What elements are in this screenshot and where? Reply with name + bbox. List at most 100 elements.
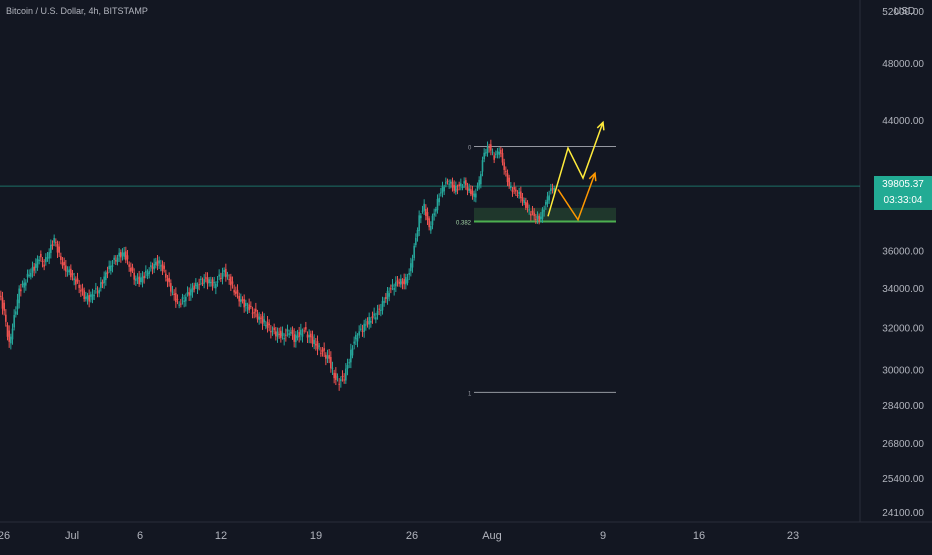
currency-label[interactable]: USD [894, 6, 916, 17]
candle-body [66, 270, 69, 272]
candle-body [483, 152, 485, 160]
candle-body [1, 297, 4, 309]
candle-body [156, 260, 159, 267]
candle-body [33, 266, 35, 271]
candle-body [261, 316, 264, 324]
candle-body [431, 215, 434, 226]
candle-body [233, 290, 235, 293]
candle-body [273, 327, 275, 331]
candle-body [28, 274, 30, 276]
candle-body [376, 310, 379, 316]
candle-body [356, 338, 359, 342]
candle-body [300, 329, 302, 335]
candle-body [523, 200, 525, 203]
candle-body [308, 335, 310, 338]
candle-body [316, 341, 319, 349]
candle-body [453, 185, 455, 191]
candle-body [195, 282, 197, 287]
candle-body [155, 261, 157, 265]
candle-body [283, 338, 285, 340]
candle-body [326, 355, 329, 359]
candle-body [460, 183, 462, 186]
candle-body [136, 277, 139, 279]
candle-body [11, 328, 14, 340]
candle-body [473, 193, 475, 197]
candle-body [321, 349, 324, 352]
candle-body [416, 229, 419, 237]
candle-body [188, 292, 190, 296]
candle-body [381, 300, 384, 311]
candle-body [251, 312, 254, 314]
candle-body [400, 278, 402, 285]
candle-body [130, 267, 132, 272]
candle-body [368, 316, 370, 325]
candle-body [16, 299, 19, 310]
candle-body [281, 332, 284, 336]
candle-body [433, 213, 435, 216]
candle-body [253, 312, 255, 314]
fib-level-label: 0.382 [456, 221, 472, 227]
candle-body [276, 331, 279, 337]
candle-body [258, 316, 260, 320]
candle-body [448, 183, 450, 185]
candle-body [181, 297, 184, 300]
projection-path-yellow [547, 122, 604, 217]
candle-body [48, 252, 50, 259]
candle-body [115, 260, 117, 262]
candle-body [81, 288, 84, 291]
candle-body [328, 354, 330, 359]
candle-body [165, 273, 167, 278]
candle-body [46, 257, 49, 259]
candle-body [413, 245, 415, 259]
candle-body [100, 282, 102, 288]
candle-body [378, 308, 380, 310]
candle-body [370, 320, 372, 323]
candle-body [168, 277, 170, 283]
candle-body [105, 272, 107, 281]
candle-body [446, 180, 449, 182]
candle-body [271, 330, 274, 332]
candle-body [405, 277, 407, 285]
candle-body [53, 237, 55, 243]
candle-body [68, 269, 70, 273]
candle-body [278, 333, 280, 335]
candle-body [131, 266, 134, 271]
candles-group [0, 139, 555, 391]
candle-body [373, 313, 375, 316]
candle-body [231, 281, 234, 284]
candle-body [440, 192, 442, 194]
price-axis-tick: 34000.00 [882, 284, 924, 295]
candle-body [540, 216, 542, 220]
candle-body [341, 375, 344, 377]
candle-body [303, 330, 305, 332]
candle-body [441, 186, 444, 193]
candle-body [85, 296, 87, 299]
candle-body [51, 244, 54, 246]
candle-body [201, 282, 204, 284]
candle-body [323, 348, 325, 351]
candle-body [83, 290, 85, 300]
price-axis-tick: 26800.00 [882, 439, 924, 450]
candle-body [186, 292, 189, 295]
candle-body [518, 191, 520, 195]
candle-body [456, 189, 459, 191]
candle-body [120, 252, 122, 258]
candle-body [103, 276, 105, 283]
candle-body [315, 343, 317, 346]
candle-body [541, 209, 544, 219]
candle-body [110, 265, 112, 271]
time-axis-tick: 9 [600, 530, 606, 542]
candle-body [445, 182, 447, 184]
candle-body [410, 263, 412, 272]
candle-body [516, 194, 519, 196]
candle-body [230, 276, 232, 286]
candle-body [175, 293, 177, 303]
time-axis-tick: 26 [406, 530, 418, 542]
price-axis-tick: 30000.00 [882, 365, 924, 376]
candle-body [211, 279, 214, 287]
candle-body [146, 272, 149, 276]
candle-body [191, 287, 194, 293]
candle-body [263, 319, 265, 323]
